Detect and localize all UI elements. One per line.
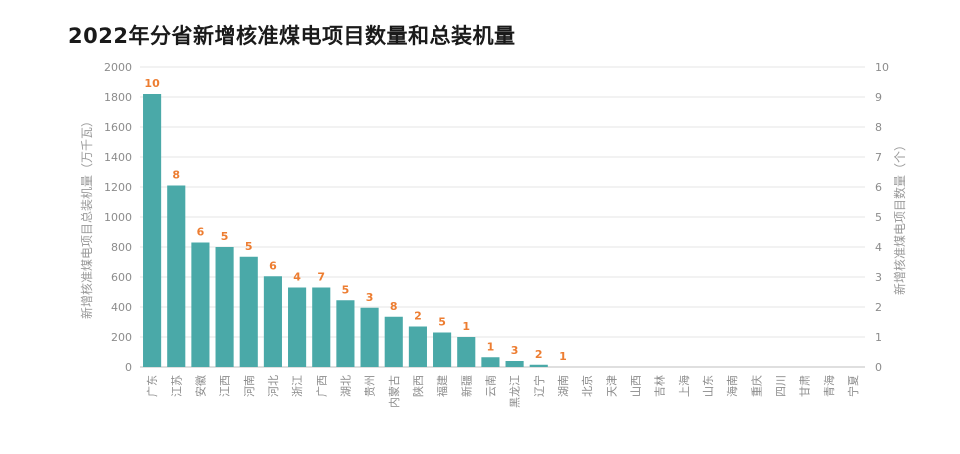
- data-label: 5: [221, 230, 229, 243]
- category-label: 广西: [315, 375, 328, 397]
- data-label: 5: [342, 283, 350, 296]
- data-label: 5: [245, 240, 253, 253]
- data-label: 8: [390, 300, 398, 313]
- data-label: 10: [144, 77, 160, 90]
- left-tick-label: 1600: [104, 121, 132, 134]
- category-label: 河北: [267, 375, 280, 397]
- bar: [506, 361, 524, 367]
- category-label: 黑龙江: [509, 375, 522, 408]
- right-tick-label: 1: [875, 331, 882, 344]
- bar: [457, 337, 475, 367]
- category-labels: 广东 江苏 安徽 江西 河南 河北 浙江 广西 湖北 贵州 内蒙古 陕西 福建 新疆 云南 黑龙江 辽宁 湖南 北京…: [146, 375, 860, 408]
- data-label: 3: [511, 344, 519, 357]
- bar: [143, 94, 161, 367]
- bar: [312, 288, 330, 368]
- data-label: 6: [197, 226, 205, 239]
- category-label: 新疆: [459, 375, 473, 397]
- right-tick-label: 4: [875, 241, 882, 254]
- bar: [361, 308, 379, 367]
- category-label: 四川: [774, 375, 787, 397]
- bar: [240, 257, 258, 367]
- category-label: 云南: [484, 375, 497, 397]
- left-tick-label: 1200: [104, 181, 132, 194]
- category-label: 海南: [725, 375, 739, 397]
- left-tick-label: 1400: [104, 151, 132, 164]
- data-label: 5: [438, 316, 446, 329]
- category-label: 上海: [677, 375, 691, 397]
- left-tick-label: 1800: [104, 91, 132, 104]
- left-tick-label: 1000: [104, 211, 132, 224]
- category-label: 江西: [219, 375, 232, 397]
- left-axis-ticks: 0 200 400 600 800 1000 1200 1400 1600 1800 2000: [104, 61, 132, 374]
- category-label: 北京: [580, 375, 594, 397]
- right-axis-title: 新增核准煤电项目数量（个）: [892, 139, 907, 295]
- category-label: 山西: [629, 375, 642, 397]
- right-tick-label: 3: [875, 271, 882, 284]
- data-label: 6: [269, 259, 277, 272]
- category-label: 山东: [702, 375, 715, 397]
- category-label: 安徽: [193, 375, 207, 397]
- right-tick-label: 2: [875, 301, 882, 314]
- category-label: 重庆: [749, 375, 763, 397]
- category-label: 天津: [605, 375, 618, 397]
- left-tick-label: 400: [111, 301, 132, 314]
- data-label: 3: [366, 291, 374, 304]
- bar: [191, 243, 209, 368]
- bar: [264, 276, 282, 367]
- left-tick-label: 0: [125, 361, 132, 374]
- right-tick-label: 7: [875, 151, 882, 164]
- category-label: 湖北: [339, 375, 352, 397]
- category-label: 贵州: [364, 375, 377, 397]
- left-tick-label: 200: [111, 331, 132, 344]
- right-tick-label: 5: [875, 211, 882, 224]
- bar: [216, 247, 234, 367]
- bar: [288, 288, 306, 368]
- bar: [336, 300, 354, 367]
- category-label: 宁夏: [846, 375, 860, 397]
- category-label: 河南: [243, 375, 256, 397]
- left-tick-label: 800: [111, 241, 132, 254]
- bar: [481, 357, 499, 367]
- left-tick-label: 2000: [104, 61, 132, 74]
- right-tick-label: 8: [875, 121, 882, 134]
- category-label: 甘肃: [799, 375, 812, 397]
- category-label: 广东: [146, 375, 159, 397]
- category-label: 内蒙古: [387, 375, 401, 408]
- data-label: 4: [293, 271, 301, 284]
- bar: [385, 317, 403, 367]
- right-tick-label: 0: [875, 361, 882, 374]
- category-label: 湖南: [557, 375, 570, 397]
- right-axis-ticks: 0 1 2 3 4 5 6 7 8 9 10: [875, 61, 889, 374]
- category-label: 浙江: [291, 375, 304, 397]
- data-label: 2: [414, 310, 422, 323]
- data-label: 8: [172, 169, 180, 182]
- category-label: 吉林: [653, 375, 667, 397]
- right-tick-label: 6: [875, 181, 882, 194]
- right-tick-label: 10: [875, 61, 889, 74]
- data-label: 1: [487, 340, 495, 353]
- left-tick-label: 600: [111, 271, 132, 284]
- bar: [530, 365, 548, 367]
- data-label: 1: [559, 350, 567, 363]
- data-label: 2: [535, 348, 543, 361]
- category-label: 福建: [435, 375, 449, 397]
- left-axis-title: 新增核准煤电项目总装机量（万千瓦）: [79, 115, 94, 319]
- category-label: 辽宁: [532, 375, 546, 397]
- category-label: 陕西: [411, 375, 425, 397]
- bar: [409, 327, 427, 368]
- right-tick-label: 9: [875, 91, 882, 104]
- bar: [433, 333, 451, 368]
- data-label: 7: [317, 271, 325, 284]
- category-label: 江苏: [170, 375, 183, 397]
- bar: [167, 186, 185, 368]
- data-label: 1: [462, 320, 470, 333]
- category-label: 青海: [822, 375, 836, 397]
